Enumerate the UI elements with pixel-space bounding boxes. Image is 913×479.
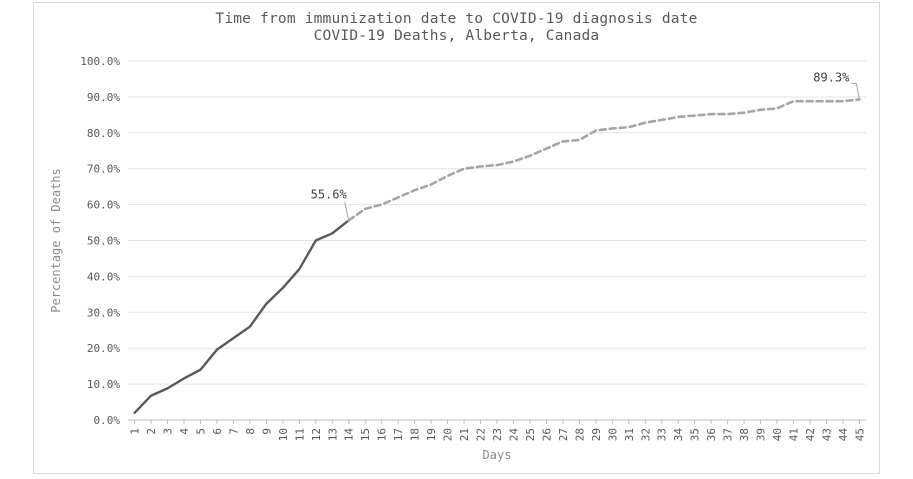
x-axis-ticks: 1 2 3 4 5 6 7 8 9 10 11 12 13 14 15 16 17 18 19 20 21 22 23 24 2… (129, 420, 866, 442)
y-tick-label: 20.0% (87, 342, 120, 355)
x-tick-label: 7 (227, 428, 240, 435)
x-tick-label: 44 (837, 428, 850, 442)
x-tick-label: 8 (244, 428, 257, 435)
x-tick-label: 4 (178, 428, 191, 435)
x-tick-label: 14 (343, 428, 356, 442)
y-tick-label: 30.0% (87, 306, 120, 319)
x-tick-label: 26 (540, 428, 553, 441)
x-tick-label: 29 (590, 428, 603, 441)
x-tick-label: 27 (557, 428, 570, 441)
chart-subtitle: COVID-19 Deaths, Alberta, Canada (313, 28, 600, 44)
x-tick-label: 21 (458, 428, 471, 441)
x-tick-label: 38 (738, 428, 751, 441)
x-tick-label: 37 (722, 428, 735, 441)
y-tick-label: 50.0% (87, 235, 120, 248)
x-tick-label: 17 (392, 428, 405, 441)
y-tick-label: 10.0% (87, 378, 120, 391)
x-tick-label: 18 (409, 428, 422, 441)
y-tick-label: 60.0% (87, 199, 120, 212)
x-tick-label: 43 (820, 428, 833, 441)
x-tick-label: 22 (475, 428, 488, 441)
x-tick-label: 39 (755, 428, 768, 441)
x-tick-label: 30 (606, 428, 619, 441)
x-tick-label: 25 (524, 428, 537, 441)
x-tick-label: 32 (639, 428, 652, 441)
x-tick-label: 6 (211, 428, 224, 435)
gridlines (128, 60, 866, 421)
series-line-dashed (347, 98, 861, 222)
data-label: 55.6% (311, 187, 348, 201)
x-tick-label: 35 (689, 428, 702, 441)
y-axis-ticks: 0.0% 10.0% 20.0% 30.0% 40.0% 50.0% 60.0% 70.0% 8… (80, 55, 120, 427)
x-tick-label: 16 (376, 428, 389, 441)
y-tick-label: 80.0% (87, 127, 120, 140)
x-tick-label: 45 (853, 428, 866, 441)
x-tick-label: 31 (623, 428, 636, 441)
x-tick-label: 41 (788, 428, 801, 441)
y-axis-label: Percentage of Deaths (49, 168, 63, 313)
x-tick-label: 11 (293, 428, 306, 441)
x-tick-label: 5 (194, 428, 207, 435)
data-labels: 55.6% 89.3% (311, 70, 860, 221)
series-lines (133, 98, 861, 414)
x-tick-label: 33 (656, 428, 669, 441)
y-tick-label: 70.0% (87, 163, 120, 176)
x-tick-label: 15 (359, 428, 372, 441)
leader-line (344, 202, 350, 221)
y-tick-label: 90.0% (87, 91, 120, 104)
x-tick-label: 10 (277, 428, 290, 441)
chart-title: Time from immunization date to COVID-19 … (215, 11, 698, 27)
x-tick-label: 40 (771, 428, 784, 441)
y-tick-label: 100.0% (80, 55, 120, 68)
x-tick-label: 13 (326, 428, 339, 441)
x-tick-label: 2 (145, 428, 158, 435)
x-tick-label: 24 (507, 428, 520, 442)
data-label: 89.3% (813, 70, 850, 84)
x-tick-label: 1 (129, 428, 142, 435)
x-tick-label: 12 (310, 428, 323, 441)
x-tick-label: 3 (162, 428, 175, 435)
x-tick-label: 23 (491, 428, 504, 441)
x-axis-label: Days (483, 448, 512, 462)
x-tick-label: 42 (804, 428, 817, 441)
x-tick-label: 20 (442, 428, 455, 441)
x-tick-label: 9 (260, 428, 273, 435)
x-tick-label: 36 (705, 428, 718, 441)
x-tick-label: 19 (425, 428, 438, 441)
y-tick-label: 0.0% (94, 414, 121, 427)
x-tick-label: 34 (672, 428, 685, 442)
series-line-solid (133, 219, 350, 414)
leader-line (855, 83, 860, 100)
chart-frame (33, 2, 880, 474)
y-tick-label: 40.0% (87, 270, 120, 283)
x-tick-label: 28 (573, 428, 586, 441)
